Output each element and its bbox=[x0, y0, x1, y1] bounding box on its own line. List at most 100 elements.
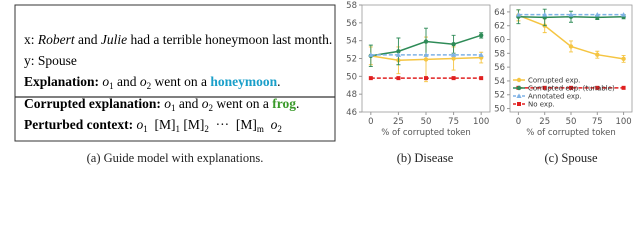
text-segment: had a terrible honeymoon last month. bbox=[127, 32, 332, 47]
point bbox=[542, 85, 547, 90]
point bbox=[479, 76, 484, 81]
y-tick-label: 58 bbox=[494, 49, 505, 59]
subscript: 1 bbox=[175, 124, 180, 134]
text-segment bbox=[264, 117, 271, 132]
text-segment: . bbox=[296, 96, 299, 111]
y-tick-label: 60 bbox=[494, 36, 505, 46]
y-tick-label: 50 bbox=[346, 72, 357, 82]
point bbox=[423, 52, 429, 57]
x-tick-label: 75 bbox=[592, 117, 603, 127]
point bbox=[423, 57, 429, 62]
x-tick-label: 75 bbox=[448, 117, 459, 127]
text-segment: o bbox=[140, 74, 147, 89]
text-segment: went on a bbox=[213, 96, 272, 111]
text-segment: o bbox=[136, 117, 143, 132]
text-segment: Robert bbox=[37, 32, 76, 47]
y-tick-label: 52 bbox=[346, 55, 357, 65]
point bbox=[396, 76, 401, 81]
legend-label: Annotated exp. bbox=[528, 93, 582, 101]
y-tick-label: 46 bbox=[346, 108, 357, 118]
text-segment: and bbox=[114, 74, 140, 89]
subscript: 2 bbox=[277, 124, 282, 134]
point bbox=[396, 49, 401, 54]
subscript: 2 bbox=[147, 81, 152, 91]
point bbox=[451, 42, 456, 47]
text-segment: and bbox=[176, 96, 202, 111]
point bbox=[451, 76, 456, 81]
text-segment: o bbox=[271, 117, 278, 132]
text-line: Explanation: o1​ and o2​ went on a honey… bbox=[24, 74, 281, 91]
y-tick-label: 50 bbox=[494, 105, 505, 115]
point bbox=[568, 44, 574, 49]
text-segment: Perturbed context: bbox=[24, 117, 133, 132]
subscript: 1 bbox=[143, 124, 148, 134]
point bbox=[478, 52, 484, 57]
panel-a-caption: (a) Guide model with explanations. bbox=[87, 151, 264, 165]
text-segment: [M] bbox=[180, 117, 204, 132]
legend-label: Corrupted exp. (tunable) bbox=[528, 85, 615, 93]
text-segment: [M] bbox=[148, 117, 176, 132]
point bbox=[621, 85, 626, 90]
y-tick-label: 56 bbox=[346, 19, 357, 29]
y-tick-label: 58 bbox=[346, 1, 357, 11]
point bbox=[594, 12, 600, 17]
point bbox=[368, 76, 373, 81]
text-segment: y: Spouse bbox=[24, 53, 77, 68]
point bbox=[424, 76, 428, 81]
point bbox=[620, 12, 627, 17]
point bbox=[368, 52, 374, 57]
subscript: 2 bbox=[204, 124, 209, 134]
text-segment: frog bbox=[272, 96, 296, 111]
subscript: 2 bbox=[209, 103, 214, 113]
x-tick-label: 100 bbox=[473, 117, 489, 127]
point bbox=[451, 56, 456, 61]
point bbox=[395, 52, 402, 57]
text-segment: Corrupted explanation: bbox=[24, 96, 161, 111]
x-tick-label: 0 bbox=[368, 117, 373, 127]
y-tick-label: 52 bbox=[494, 91, 505, 101]
legend-label: No exp. bbox=[528, 101, 555, 109]
point bbox=[569, 85, 573, 90]
y-tick-label: 56 bbox=[494, 63, 505, 73]
legend-marker bbox=[516, 85, 522, 91]
x-tick-label: 100 bbox=[615, 117, 631, 127]
point bbox=[450, 52, 457, 57]
x-tick-label: 25 bbox=[539, 117, 550, 127]
x-axis-label: % of corrupted token bbox=[526, 128, 616, 138]
x-tick-label: 25 bbox=[393, 117, 404, 127]
point bbox=[621, 56, 626, 62]
text-segment: o bbox=[102, 74, 109, 89]
chart-caption: (c) Spouse bbox=[544, 151, 598, 165]
chart-caption: (b) Disease bbox=[397, 151, 454, 165]
text-line: y: Spouse bbox=[24, 53, 77, 68]
subscript: 1 bbox=[171, 103, 176, 113]
text-segment: and bbox=[75, 32, 101, 47]
legend-marker bbox=[517, 102, 521, 106]
x-tick-label: 50 bbox=[566, 117, 577, 127]
point bbox=[515, 12, 522, 17]
text-segment: went on a bbox=[151, 74, 210, 89]
subscript: 1 bbox=[109, 81, 114, 91]
page: (a) Guide model with explanations. x: Ro… bbox=[14, 1, 633, 165]
text-segment: x: bbox=[24, 32, 38, 47]
text-line: Corrupted explanation: o1​ and o2​ went … bbox=[24, 96, 299, 113]
y-tick-label: 54 bbox=[494, 77, 505, 87]
text-segment: honeymoon bbox=[210, 74, 277, 89]
legend-label: Corrupted exp. bbox=[528, 77, 580, 85]
panel-a-box bbox=[14, 4, 336, 142]
subscript: m bbox=[257, 124, 264, 134]
point bbox=[423, 39, 429, 44]
point bbox=[595, 52, 600, 57]
point bbox=[595, 85, 600, 90]
point bbox=[542, 12, 548, 17]
text-segment: o bbox=[164, 96, 171, 111]
y-tick-label: 54 bbox=[346, 37, 357, 47]
text-line: Perturbed context: o1​ [M]1​ [M]2​ ··· [… bbox=[24, 117, 282, 134]
figure: (a) Guide model with explanations. x: Ro… bbox=[14, 1, 633, 165]
y-tick-label: 48 bbox=[346, 90, 357, 100]
y-tick-label: 64 bbox=[494, 8, 505, 18]
x-tick-label: 50 bbox=[421, 117, 432, 127]
text-segment: ··· [M] bbox=[209, 117, 257, 132]
text-line: x: Robert and Julie had a terrible honey… bbox=[24, 32, 332, 47]
x-tick-label: 0 bbox=[516, 117, 521, 127]
